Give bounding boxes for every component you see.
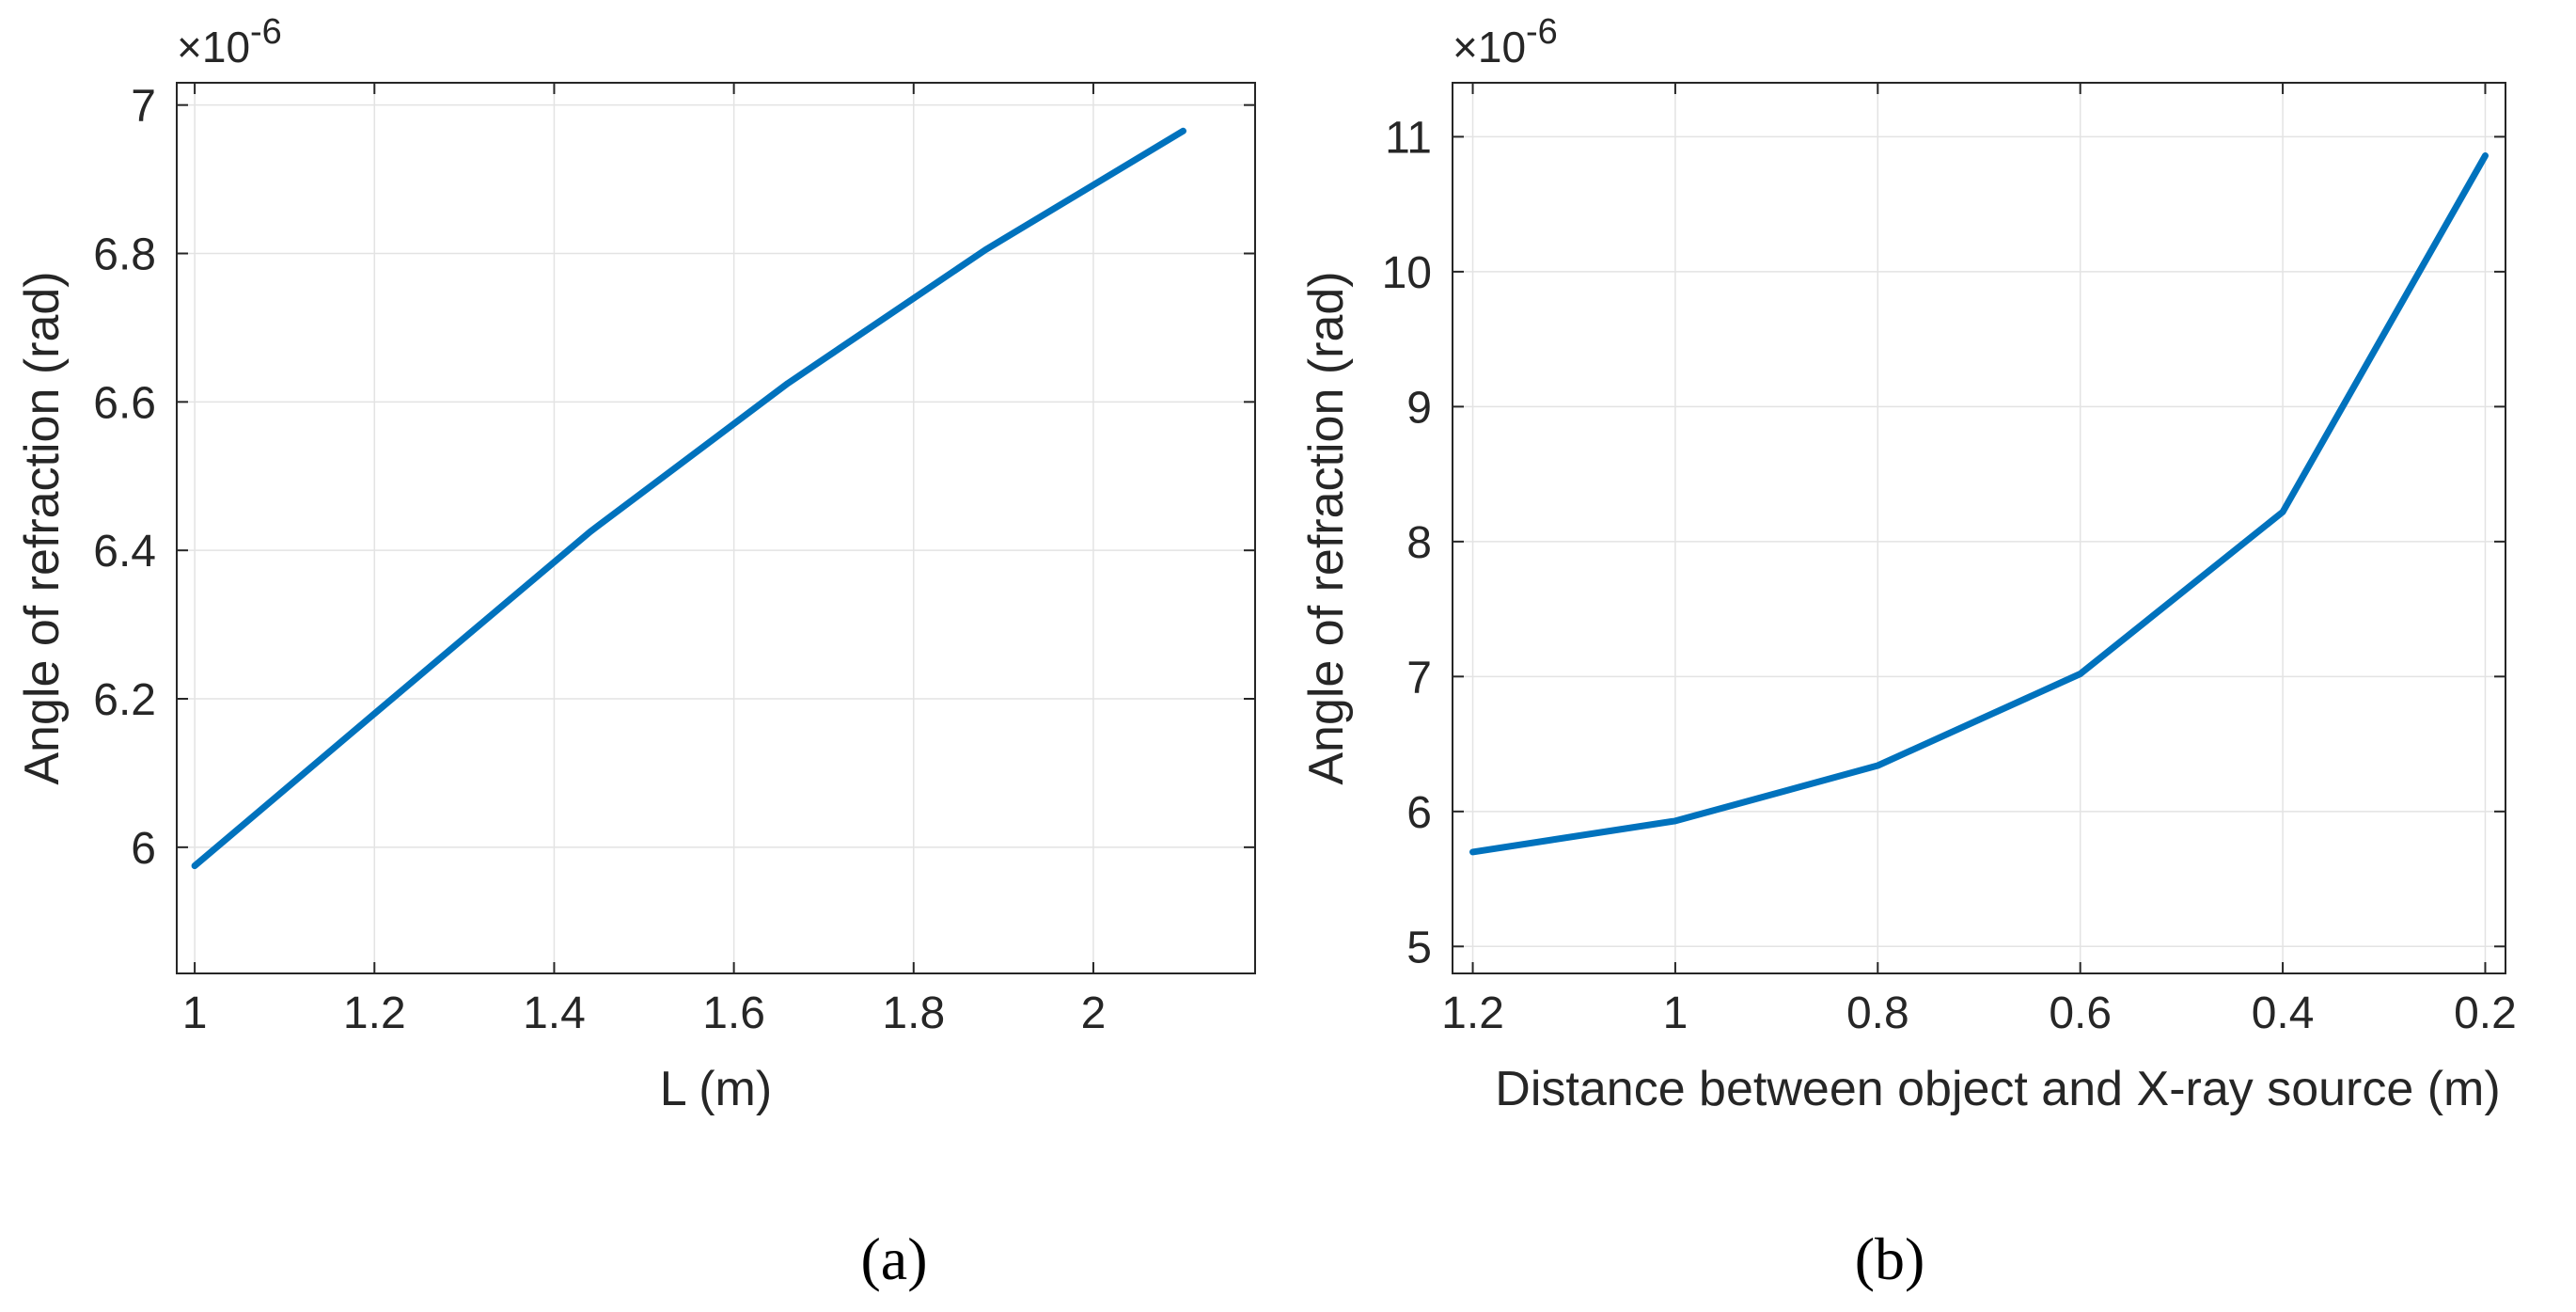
y-exponent-power: -6 [1526, 12, 1558, 52]
x-tick-label: 0.4 [2252, 988, 2315, 1038]
panel-b: 1.2 1 0.8 0.6 0.4 0.2 5 6 7 8 9 10 11 ×10-6 Distance b… [1299, 12, 2517, 1292]
y-tick-label: 5 [1406, 923, 1432, 972]
axes-box [176, 82, 1256, 974]
panel-a: 1 1.2 1.4 1.6 1.8 2 6 6.2 6.4 6.6 6.8 7 ×10-6 L (m) An… [15, 12, 1256, 1292]
y-tick-label: 6.4 [93, 527, 156, 577]
y-exponent-label: ×10-6 [1453, 12, 1558, 71]
x-tick-label: 1 [182, 988, 208, 1038]
y-tick-label: 11 [1385, 113, 1432, 163]
x-tick-label: 0.2 [2454, 988, 2517, 1038]
x-axis-label: L (m) [660, 1062, 772, 1116]
series-line [191, 127, 1186, 870]
y-tick-label: 6.2 [93, 675, 156, 725]
x-tick-label: 1.6 [702, 988, 765, 1038]
y-tick-label: 9 [1406, 383, 1432, 433]
y-axis-label: Angle of refraction (rad) [1299, 271, 1354, 784]
panel-caption: (b) [1855, 1225, 1925, 1292]
x-tick-label: 1.2 [1441, 988, 1504, 1038]
y-tick-label: 10 [1382, 248, 1432, 298]
y-exponent-label: ×10-6 [177, 12, 282, 71]
x-tick-label: 1.4 [523, 988, 586, 1038]
y-tick-label: 6 [1406, 788, 1432, 838]
y-exponent-power: -6 [250, 12, 282, 52]
x-tick-label: 1 [1663, 988, 1689, 1038]
axes-box [1452, 82, 2506, 974]
y-tick-label: 7 [131, 82, 156, 132]
y-axis-label: Angle of refraction (rad) [15, 271, 70, 784]
x-tick-label: 1.8 [882, 988, 945, 1038]
y-tick-label: 6.8 [93, 230, 156, 280]
y-tick-label: 7 [1406, 653, 1432, 703]
x-tick-label: 0.8 [1846, 988, 1909, 1038]
panel-caption: (a) [860, 1225, 927, 1292]
y-tick-label: 6 [131, 824, 156, 874]
y-tick-label: 6.6 [93, 378, 156, 428]
series-line [1469, 152, 2489, 856]
x-tick-label: 1.2 [343, 988, 406, 1038]
x-axis-label: Distance between object and X-ray source… [1495, 1062, 2500, 1116]
x-tick-label: 2 [1081, 988, 1107, 1038]
x-tick-label: 0.6 [2049, 988, 2112, 1038]
y-tick-label: 8 [1406, 518, 1432, 568]
